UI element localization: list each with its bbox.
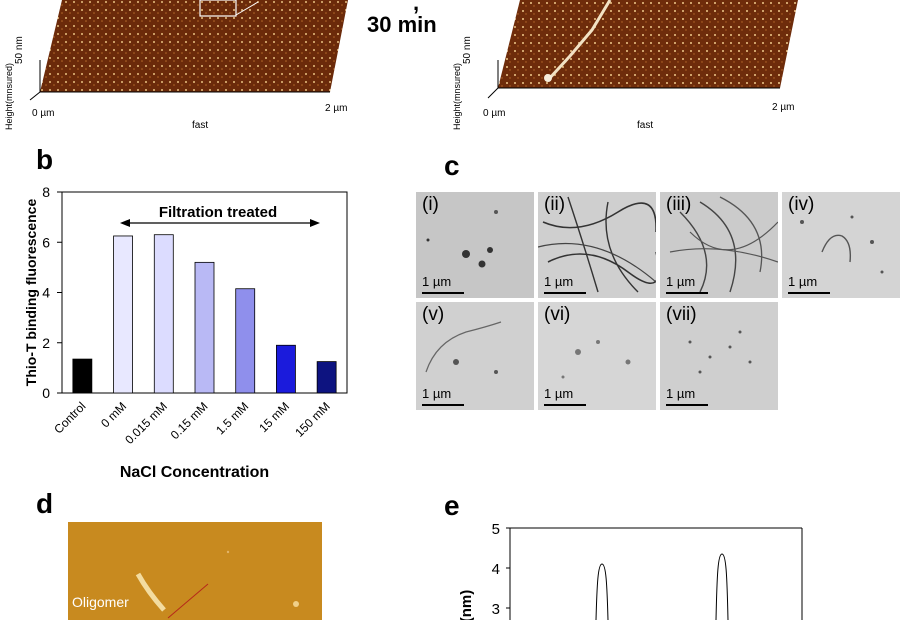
tem-image-v: (v) 1 µm	[416, 302, 534, 410]
right-x-end: 2 µm	[772, 102, 795, 113]
tem-image-vi: (vi) 1 µm	[538, 302, 656, 410]
scale-bar	[666, 292, 708, 294]
left-z-label: Height(mnsured)	[4, 62, 14, 130]
oligomer-label: Oligomer	[72, 594, 129, 610]
bar-0-015-mm	[153, 234, 174, 394]
panel-a-right-afm	[487, 0, 798, 99]
bar-1-5-mm	[235, 288, 256, 394]
y-tick-label: 2	[42, 335, 50, 351]
tem-image-vii: (vii) 1 µm	[660, 302, 778, 410]
tem-label: (v)	[422, 304, 445, 325]
scale-bar	[544, 404, 586, 406]
panel-b-letter: b	[36, 144, 54, 175]
y-tick-label: 8	[42, 184, 50, 200]
tem-label: (iv)	[788, 194, 815, 215]
scale-bar	[544, 292, 586, 294]
y-tick-label: 0	[42, 385, 50, 401]
bar-150-mm	[316, 361, 337, 394]
y-tick-label: 3	[492, 601, 500, 618]
bar-15-mm	[276, 344, 296, 394]
tem-image-ii: (ii) 1 µm	[538, 192, 656, 298]
left-x-axis-label: fast	[192, 120, 209, 131]
x-tick-label: 150 mM	[292, 399, 333, 440]
tem-image-i: (i) 1 µm	[416, 192, 534, 298]
right-x-start: 0 µm	[483, 108, 506, 119]
afm-surface	[40, 0, 348, 92]
scale-bar	[422, 404, 464, 406]
fibril	[546, 0, 612, 82]
afm-surface	[498, 0, 798, 88]
right-x-axis-label: fast	[637, 120, 654, 131]
panel-a-time: 30 min	[367, 12, 437, 37]
peak-2	[715, 553, 729, 620]
right-z-scale: 50 nm	[462, 36, 473, 64]
panel-e-letter: e	[444, 490, 460, 521]
inset-box	[199, 0, 237, 17]
x-tick-label: 15 mM	[256, 399, 292, 435]
panel-b-bar-chart: 0 2 4 6 8 Control 0 mM0.015 mM0.15 mM 1.5 mM 15 …	[23, 184, 348, 481]
left-x-end: 2 µm	[325, 103, 348, 114]
tem-scale-label: 1 µm	[544, 274, 574, 289]
tem-image-iv: (iv) 1 µm	[782, 192, 900, 298]
tem-scale-label: 1 µm	[422, 386, 452, 401]
panel-a-left-afm	[29, 0, 348, 101]
y-axis-label: (nm)	[458, 590, 475, 620]
y-tick-label: 6	[42, 234, 50, 250]
annotation-label: Filtration treated	[159, 204, 277, 221]
panel-a-condition: ,	[413, 0, 420, 15]
panel-d-afm-image: Oligomer	[68, 522, 322, 620]
panel-d-letter: d	[36, 488, 54, 519]
x-tick-label: 0 mM	[98, 399, 129, 430]
right-z-label: Height(mnsured)	[452, 62, 462, 130]
tem-scale-label: 1 µm	[422, 274, 452, 289]
tem-image-iii: (iii) 1 µm	[660, 192, 778, 298]
tem-label: (ii)	[544, 194, 566, 215]
left-z-scale: 50 nm	[14, 36, 25, 64]
arrow-head-right	[310, 219, 320, 227]
tem-scale-label: 1 µm	[544, 386, 574, 401]
tem-label: (i)	[422, 194, 439, 215]
arrow-head-left	[120, 219, 130, 227]
scale-bar	[422, 292, 464, 294]
y-axis-label: Thio-T binding fluorescence	[23, 199, 39, 387]
tem-label: (vi)	[544, 304, 571, 325]
x-tick-label: Control	[51, 399, 88, 436]
bar-0-mm	[113, 235, 133, 394]
tem-scale-label: 1 µm	[666, 386, 696, 401]
tem-label: (vii)	[666, 304, 697, 325]
x-tick-label: 0.15 mM	[168, 399, 211, 442]
scale-bar	[666, 404, 708, 406]
tem-label: (iii)	[666, 194, 692, 215]
panel-e-line-chart: 3 4 5 (nm)	[458, 521, 803, 620]
x-axis-label: NaCl Concentration	[120, 464, 269, 481]
left-x-start: 0 µm	[32, 108, 55, 119]
y-tick-label: 4	[42, 285, 50, 301]
tem-scale-label: 1 µm	[666, 274, 696, 289]
x-tick-label: 0.015 mM	[122, 399, 170, 447]
x-tick-label: 1.5 mM	[213, 399, 251, 437]
panel-c-letter: c	[444, 150, 460, 181]
y-tick-label: 4	[492, 561, 500, 578]
scale-bar	[788, 292, 830, 294]
y-tick-label: 5	[492, 521, 500, 538]
bar-0-15-mm	[194, 261, 215, 394]
tem-scale-label: 1 µm	[788, 274, 818, 289]
peak-1	[595, 563, 609, 620]
bar-control	[72, 358, 93, 394]
